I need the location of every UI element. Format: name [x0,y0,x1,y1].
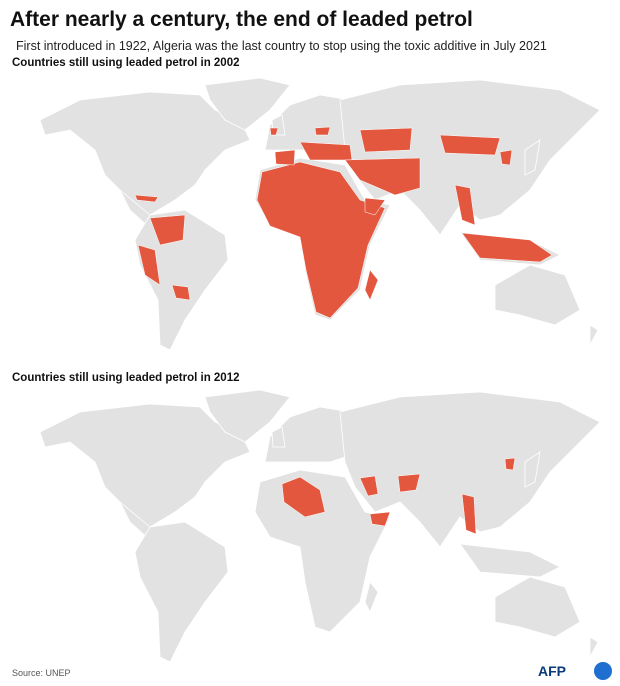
logo-circle [594,662,612,680]
logo-text: AFP [538,663,566,679]
map-label: Countries still using leaded petrol in 2… [12,372,240,384]
source: Source: UNEP [12,668,71,678]
map-2012 [39,389,601,663]
map-label: Countries still using leaded petrol in 2… [12,57,240,69]
map-2002 [39,77,601,351]
logo: AFP [538,662,612,680]
subtitle: First introduced in 1922, Algeria was th… [16,39,547,53]
title: After nearly a century, the end of leade… [10,8,473,31]
